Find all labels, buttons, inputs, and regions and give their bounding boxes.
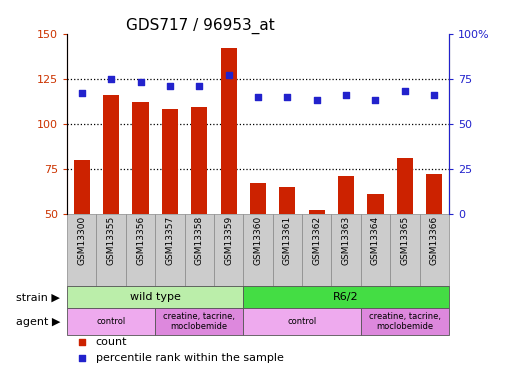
Bar [272,214,302,286]
Bar [331,214,361,286]
Bar [133,102,149,214]
Bar [191,108,207,214]
Point [430,92,439,98]
Text: GSM13355: GSM13355 [107,216,116,265]
Text: GSM13364: GSM13364 [371,216,380,265]
Text: creatine, tacrine,
moclobemide: creatine, tacrine, moclobemide [163,312,235,331]
Bar [67,308,155,335]
Point [342,92,350,98]
Title: GDS717 / 96953_at: GDS717 / 96953_at [126,18,275,34]
Bar [67,214,96,286]
Bar [96,214,126,286]
Bar [244,308,361,335]
Bar [67,286,244,308]
Text: strain ▶: strain ▶ [15,292,59,302]
Bar [420,214,449,286]
Text: percentile rank within the sample: percentile rank within the sample [96,353,284,363]
Bar [74,160,90,214]
Text: creatine, tacrine,
moclobemide: creatine, tacrine, moclobemide [369,312,441,331]
Bar [214,214,244,286]
Text: count: count [96,337,127,347]
Text: control: control [287,317,317,326]
Point [224,72,233,78]
Bar [279,187,296,214]
Bar [367,194,383,214]
Text: GSM13300: GSM13300 [77,216,86,265]
Bar [250,183,266,214]
Text: GSM13363: GSM13363 [342,216,350,265]
Text: wild type: wild type [130,292,181,302]
Bar [397,158,413,214]
Point [283,94,292,100]
Text: GSM13358: GSM13358 [195,216,204,265]
Text: R6/2: R6/2 [333,292,359,302]
Bar [162,109,178,214]
Text: GSM13362: GSM13362 [312,216,321,265]
Bar [103,95,119,214]
Bar [244,214,272,286]
Point [136,80,144,86]
Bar [361,308,449,335]
Text: GSM13366: GSM13366 [430,216,439,265]
Bar [302,214,331,286]
Text: GSM13365: GSM13365 [400,216,409,265]
Text: agent ▶: agent ▶ [15,316,60,327]
Bar [309,210,325,214]
Point [78,339,87,345]
Text: GSM13357: GSM13357 [166,216,174,265]
Point [372,97,380,103]
Bar [426,174,442,214]
Text: GSM13360: GSM13360 [253,216,263,265]
Point [107,76,115,82]
Bar [220,48,237,214]
Bar [126,214,155,286]
Text: GSM13359: GSM13359 [224,216,233,265]
Text: control: control [96,317,126,326]
Bar [155,214,185,286]
Text: GSM13361: GSM13361 [283,216,292,265]
Point [78,355,87,361]
Bar [185,214,214,286]
Point [401,88,409,94]
Point [195,83,203,89]
Point [77,90,86,96]
Bar [361,214,390,286]
Text: GSM13356: GSM13356 [136,216,145,265]
Bar [338,176,354,214]
Point [313,97,321,103]
Bar [390,214,420,286]
Bar [244,286,449,308]
Point [166,83,174,89]
Point [254,94,262,100]
Bar [155,308,244,335]
